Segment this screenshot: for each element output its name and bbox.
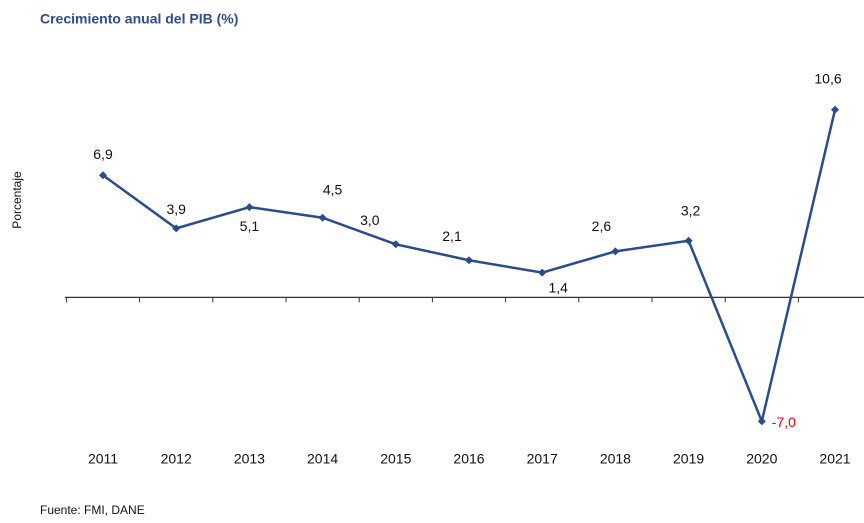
data-point [99, 171, 107, 180]
x-tick-label: 2016 [453, 451, 484, 467]
data-label: 3,9 [166, 201, 186, 217]
data-label: 10,6 [814, 70, 841, 86]
data-point [611, 247, 620, 256]
x-tick-label: 2011 [88, 451, 118, 467]
data-label: -7,0 [772, 414, 796, 430]
x-tick-label: 2015 [380, 451, 411, 467]
data-point [757, 417, 766, 426]
x-tick-label: 2013 [234, 451, 265, 467]
data-label: 4,5 [323, 181, 343, 197]
data-label: 6,9 [93, 146, 113, 162]
x-tick-label: 2021 [819, 451, 850, 467]
data-label: 2,6 [592, 218, 612, 234]
x-tick-label: 2019 [673, 451, 704, 467]
data-point [831, 105, 839, 114]
data-point [172, 224, 181, 233]
data-point [538, 268, 547, 277]
data-line [102, 109, 837, 426]
x-tick-label: 2018 [600, 451, 631, 467]
x-tick-label: 2020 [746, 451, 777, 467]
source-note: Fuente: FMI, DANE [40, 503, 145, 517]
data-point [684, 236, 693, 245]
y-axis-label: Porcentaje [10, 171, 24, 229]
x-tick-label: 2012 [161, 451, 192, 467]
data-point [391, 240, 400, 249]
x-tick-label: 2014 [307, 451, 338, 467]
chart-title: Crecimiento anual del PIB (%) [40, 11, 238, 27]
data-point [318, 213, 327, 222]
data-point [245, 203, 254, 212]
x-tick-label: 2017 [527, 451, 558, 467]
data-label: 5,1 [240, 218, 260, 234]
data-label: 1,4 [548, 279, 568, 295]
data-label: 2,1 [442, 228, 462, 244]
data-point [465, 256, 473, 265]
data-label: 3,2 [681, 202, 701, 218]
data-label: 3,0 [360, 212, 380, 228]
